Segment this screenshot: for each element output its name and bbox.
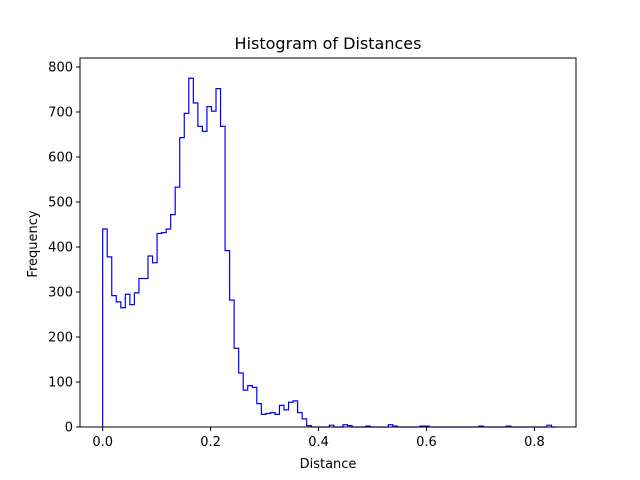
x-tick-label: 0.4	[308, 435, 329, 450]
x-tick-label: 0.0	[92, 435, 113, 450]
chart-title: Histogram of Distances	[235, 34, 422, 53]
y-tick-label: 100	[48, 376, 73, 391]
y-tick-label: 200	[48, 331, 73, 346]
histogram-step-line	[102, 77, 557, 428]
x-tick-label: 0.6	[416, 435, 437, 450]
y-tick-label: 300	[48, 286, 73, 301]
y-tick-label: 0	[65, 421, 73, 436]
y-tick-label: 500	[48, 196, 73, 211]
y-axis-label: Frequency	[26, 210, 41, 277]
y-tick-label: 400	[48, 241, 73, 256]
x-axis-label: Distance	[300, 457, 357, 472]
y-tick-label: 700	[48, 106, 73, 121]
x-tick-label: 0.8	[524, 435, 545, 450]
y-tick-label: 800	[48, 61, 73, 76]
plot-frame	[79, 57, 577, 428]
y-tick-label: 600	[48, 151, 73, 166]
plot-area: 0.0 0.2 0.4 0.6 0.8 0 100 200 300 400 500 600 700 800	[48, 57, 577, 450]
x-tick-label: 0.2	[200, 435, 221, 450]
